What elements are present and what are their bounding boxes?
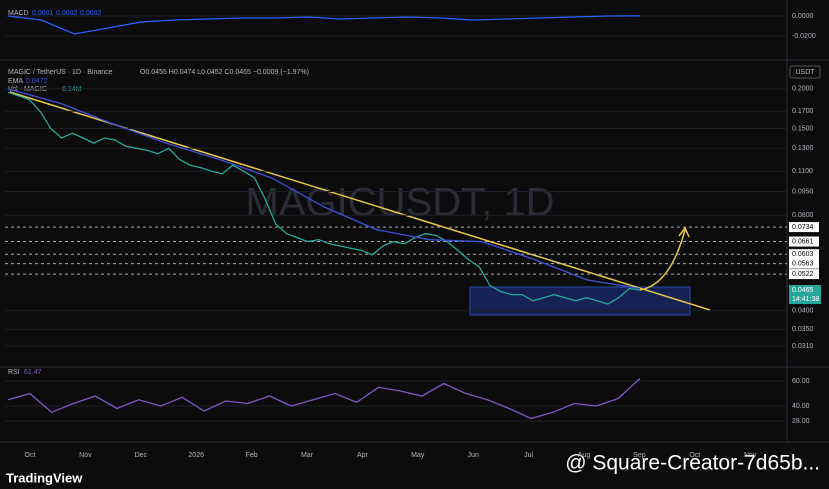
level-label: 0.0563 — [792, 261, 814, 268]
y-tick-label: 0.0400 — [792, 308, 814, 315]
level-label: 0.0522 — [792, 271, 814, 278]
currency: USDT — [795, 69, 815, 76]
series-line — [7, 15, 641, 35]
level-tag — [789, 236, 819, 247]
price-label: 0.0465 — [792, 287, 814, 294]
x-tick-label: Feb — [246, 452, 258, 459]
series-line — [7, 378, 641, 420]
x-tick-label: Jul — [524, 452, 533, 459]
watermark-creator: @ Square-Creator-7d65b... — [565, 452, 820, 475]
ema-label: EMA — [8, 78, 24, 85]
y-tick-label: 60.00 — [792, 378, 810, 385]
x-tick-label: Jun — [468, 452, 479, 459]
x-tick-label: Nov — [79, 452, 92, 459]
level-tag — [789, 222, 819, 233]
y-tick-label: 0.0350 — [792, 326, 814, 333]
level-tag — [789, 249, 819, 260]
macd-reading: 0.0002 — [56, 10, 78, 17]
x-tick-label: Nov — [744, 452, 757, 459]
x-tick-label: 2026 — [188, 452, 204, 459]
y-tick-label: 0.1500 — [792, 125, 814, 132]
brand: TradingView — [6, 470, 83, 485]
y-tick-label: 0.0310 — [792, 343, 814, 350]
watermark-symbol: MAGICUSDT, 1D — [246, 181, 555, 225]
level-label: 0.0661 — [792, 238, 814, 245]
macd-title: MACD — [8, 10, 29, 17]
y-tick-label: -0.0200 — [792, 33, 816, 40]
level-label: 0.0603 — [792, 251, 814, 258]
y-tick-label: 28.00 — [792, 418, 810, 425]
x-tick-label: Sep — [633, 452, 646, 459]
y-tick-label: 40.00 — [792, 403, 810, 410]
level-tag — [789, 269, 819, 280]
y-tick-label: 0.0950 — [792, 188, 814, 195]
countdown: 14:41:38 — [792, 296, 819, 303]
arrow — [639, 229, 686, 291]
y-tick-label: 0.1300 — [792, 145, 814, 152]
y-tick-label: 0.2000 — [792, 86, 814, 93]
symbol-title: MAGIC / TetherUS · 1D · Binance — [8, 69, 113, 76]
x-tick-label: Apr — [357, 452, 369, 459]
price-tag — [789, 285, 821, 305]
series-line — [7, 91, 641, 305]
x-tick-label: Dec — [135, 452, 148, 459]
x-tick-label: Aug — [578, 452, 591, 459]
arrow-head — [678, 226, 690, 238]
rsi-title: RSI — [8, 369, 20, 376]
macd-reading: 0.0001 — [32, 10, 54, 17]
y-tick-label: 0.1700 — [792, 108, 814, 115]
rsi-last: 61.47 — [24, 369, 42, 376]
currency-box — [789, 65, 821, 79]
ema-value: 0.0472 — [26, 78, 48, 85]
y-tick-label: 0.1100 — [792, 168, 813, 175]
x-tick-label: May — [411, 452, 425, 459]
ohlc: O0.0455 H0.0474 L0.0452 C0.0465 −0.0009 … — [140, 69, 309, 76]
level-tag — [789, 258, 819, 269]
y-tick-label: 0.0800 — [792, 212, 814, 219]
series-line — [7, 88, 641, 290]
y-tick-label: 0.0000 — [792, 13, 814, 20]
x-tick-label: Oct — [25, 452, 36, 459]
level-label: 0.0734 — [792, 224, 814, 231]
x-tick-label: Mar — [301, 452, 314, 459]
x-tick-label: Oct — [689, 452, 700, 459]
macd-reading: 0.0002 — [80, 10, 102, 17]
